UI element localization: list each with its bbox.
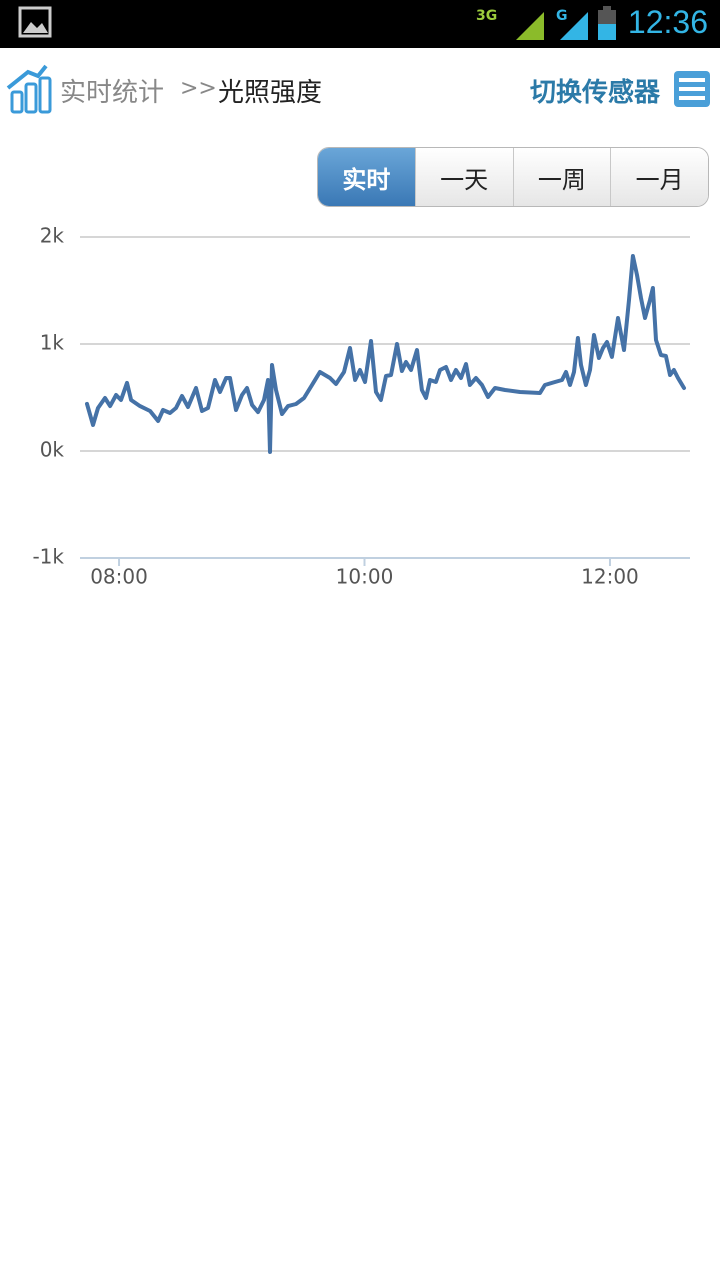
range-tabs: 实时 一天 一周 一月 <box>317 147 709 207</box>
y-tick-label: 2k <box>40 224 65 248</box>
tab[interactable]: 一周 <box>512 148 611 206</box>
x-tick-label: 08:00 <box>90 565 148 589</box>
data-line <box>85 254 686 454</box>
network-type-2: G <box>556 8 568 24</box>
signal-icon <box>516 12 544 40</box>
current-page: 光照强度 <box>218 78 323 108</box>
battery-icon <box>598 6 616 40</box>
breadcrumb-separator: >> <box>180 76 217 101</box>
header: 实时统计 >> 光照强度 切换传感器 <box>0 48 720 132</box>
tab[interactable]: 一月 <box>610 148 708 206</box>
clock: 12:36 <box>627 4 708 40</box>
signal-icon-2 <box>560 12 588 40</box>
tab[interactable]: 一天 <box>414 148 513 206</box>
status-bar: 3G G 12:36 <box>0 0 720 48</box>
gallery-icon <box>18 6 52 38</box>
app-icon <box>6 64 52 114</box>
y-tick-label: -1k <box>32 545 64 569</box>
x-tick-label: 12:00 <box>581 565 639 589</box>
chart: -1k 0k 1k 2k 08:00 10:00 12:00 <box>32 224 690 589</box>
breadcrumb[interactable]: 实时统计 <box>60 78 165 108</box>
x-tick-label: 10:00 <box>336 565 394 589</box>
menu-icon[interactable] <box>673 70 711 108</box>
tab[interactable]: 实时 <box>318 148 415 206</box>
switch-sensor[interactable]: 切换传感器 <box>530 78 661 108</box>
network-type: 3G <box>476 8 498 24</box>
y-tick-label: 0k <box>40 438 65 462</box>
y-tick-label: 1k <box>40 331 65 355</box>
